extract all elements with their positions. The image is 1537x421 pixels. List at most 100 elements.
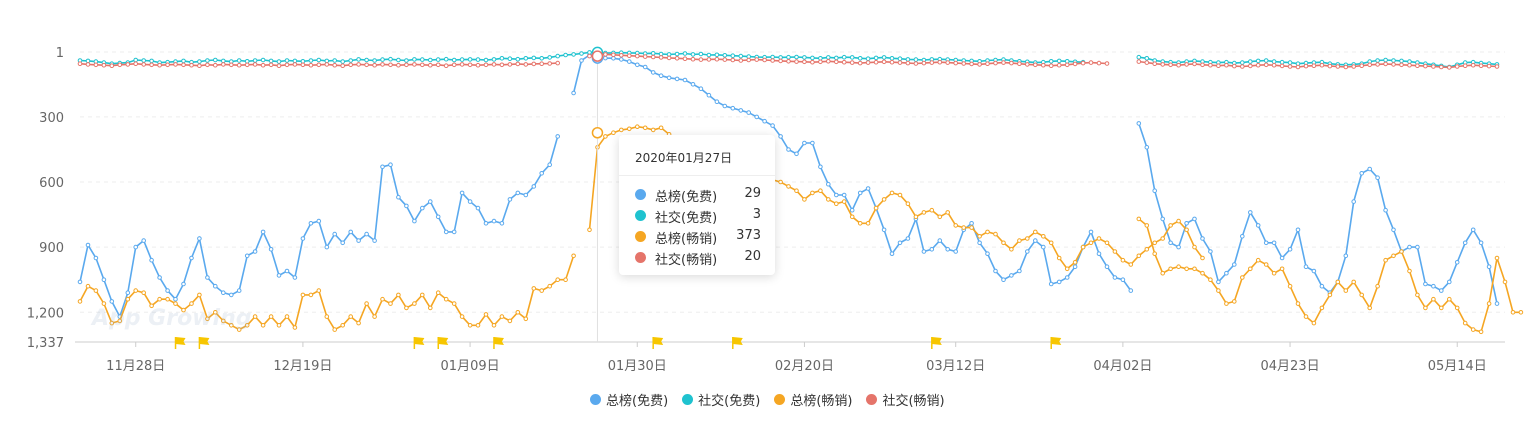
data-point	[587, 50, 592, 55]
data-point	[1447, 65, 1452, 70]
data-point	[1072, 260, 1078, 265]
data-point	[1478, 240, 1484, 246]
data-point	[889, 251, 895, 256]
data-point	[165, 296, 170, 302]
y-tick-label: 1,200	[27, 306, 64, 321]
data-point	[412, 57, 417, 62]
data-point	[1375, 175, 1380, 180]
data-point	[1176, 244, 1181, 250]
series-line	[1138, 123, 1498, 304]
data-point	[491, 62, 497, 67]
data-point	[539, 171, 545, 176]
data-point	[141, 290, 146, 296]
data-point	[276, 273, 282, 278]
data-point	[547, 55, 553, 60]
data-point	[539, 61, 545, 67]
legend-item-social-grossing[interactable]: 社交(畅销)	[866, 390, 945, 409]
data-point	[841, 199, 847, 204]
data-point	[1248, 59, 1253, 64]
data-point	[1160, 62, 1165, 67]
data-point	[905, 236, 911, 241]
tooltip-series-name: 总榜(免费)	[655, 190, 718, 205]
legend-item-overall-grossing[interactable]: 总榜(畅销)	[774, 390, 852, 409]
data-point	[412, 62, 417, 67]
data-point	[826, 197, 831, 202]
data-point	[953, 60, 959, 66]
data-point	[1327, 292, 1333, 298]
data-point	[1303, 264, 1309, 270]
data-point	[276, 59, 282, 64]
data-point	[332, 231, 338, 237]
x-tick-label: 03月12日	[926, 359, 985, 374]
data-point	[730, 53, 736, 59]
data-point	[268, 58, 274, 64]
data-point	[1248, 266, 1253, 272]
legend-item-social-free[interactable]: 社交(免费)	[682, 390, 760, 409]
data-point	[953, 223, 959, 228]
data-point	[818, 188, 823, 193]
flag-banner	[414, 337, 425, 345]
data-point	[1088, 60, 1094, 65]
data-point	[571, 90, 576, 96]
tooltip-series-value: 373	[736, 228, 761, 243]
data-point	[109, 320, 115, 326]
data-point	[1128, 288, 1134, 293]
data-point	[388, 62, 393, 68]
data-point	[77, 299, 83, 304]
data-point	[1375, 283, 1380, 289]
data-point	[849, 214, 855, 220]
data-point	[738, 58, 744, 63]
data-point	[929, 247, 935, 252]
data-point	[706, 52, 712, 58]
data-point	[1271, 62, 1277, 68]
data-point	[1359, 63, 1364, 68]
data-point	[435, 57, 441, 62]
data-point	[921, 249, 927, 254]
data-point	[435, 214, 441, 220]
data-point	[157, 296, 162, 302]
data-point	[1470, 327, 1476, 332]
data-point	[1271, 59, 1277, 64]
data-point	[133, 61, 138, 67]
flag-banner	[732, 337, 743, 345]
legend-item-overall-free[interactable]: 总榜(免费)	[590, 390, 668, 409]
data-point	[356, 62, 361, 67]
legend-dot-icon	[866, 393, 878, 405]
data-point	[1470, 227, 1476, 233]
data-point	[475, 205, 481, 211]
data-point	[1462, 63, 1468, 68]
data-point	[149, 58, 154, 64]
data-point	[698, 86, 704, 91]
data-point	[945, 210, 951, 215]
flag-banner	[438, 337, 449, 345]
data-point	[786, 184, 791, 189]
data-point	[404, 305, 409, 311]
data-point	[229, 323, 234, 328]
data-point	[1391, 62, 1396, 67]
data-point	[1144, 60, 1150, 65]
data-point	[1263, 262, 1269, 267]
data-point	[308, 221, 314, 226]
data-point	[507, 56, 513, 62]
data-point	[722, 57, 728, 62]
data-point	[1064, 62, 1070, 68]
data-point	[547, 162, 553, 167]
data-point	[1017, 238, 1022, 243]
data-point	[181, 58, 186, 64]
data-point	[1319, 62, 1325, 68]
data-point	[1319, 283, 1325, 289]
data-point	[515, 310, 521, 315]
data-point	[1088, 229, 1094, 235]
data-point	[1423, 281, 1428, 287]
data-point	[1462, 240, 1468, 246]
data-point	[459, 62, 465, 67]
data-point	[794, 188, 799, 193]
data-point	[897, 240, 903, 246]
data-point	[372, 62, 377, 68]
data-point	[125, 296, 131, 302]
data-point	[786, 54, 791, 60]
data-point	[109, 63, 115, 68]
data-point	[316, 218, 322, 224]
data-point	[133, 57, 138, 63]
data-point	[1232, 63, 1237, 69]
